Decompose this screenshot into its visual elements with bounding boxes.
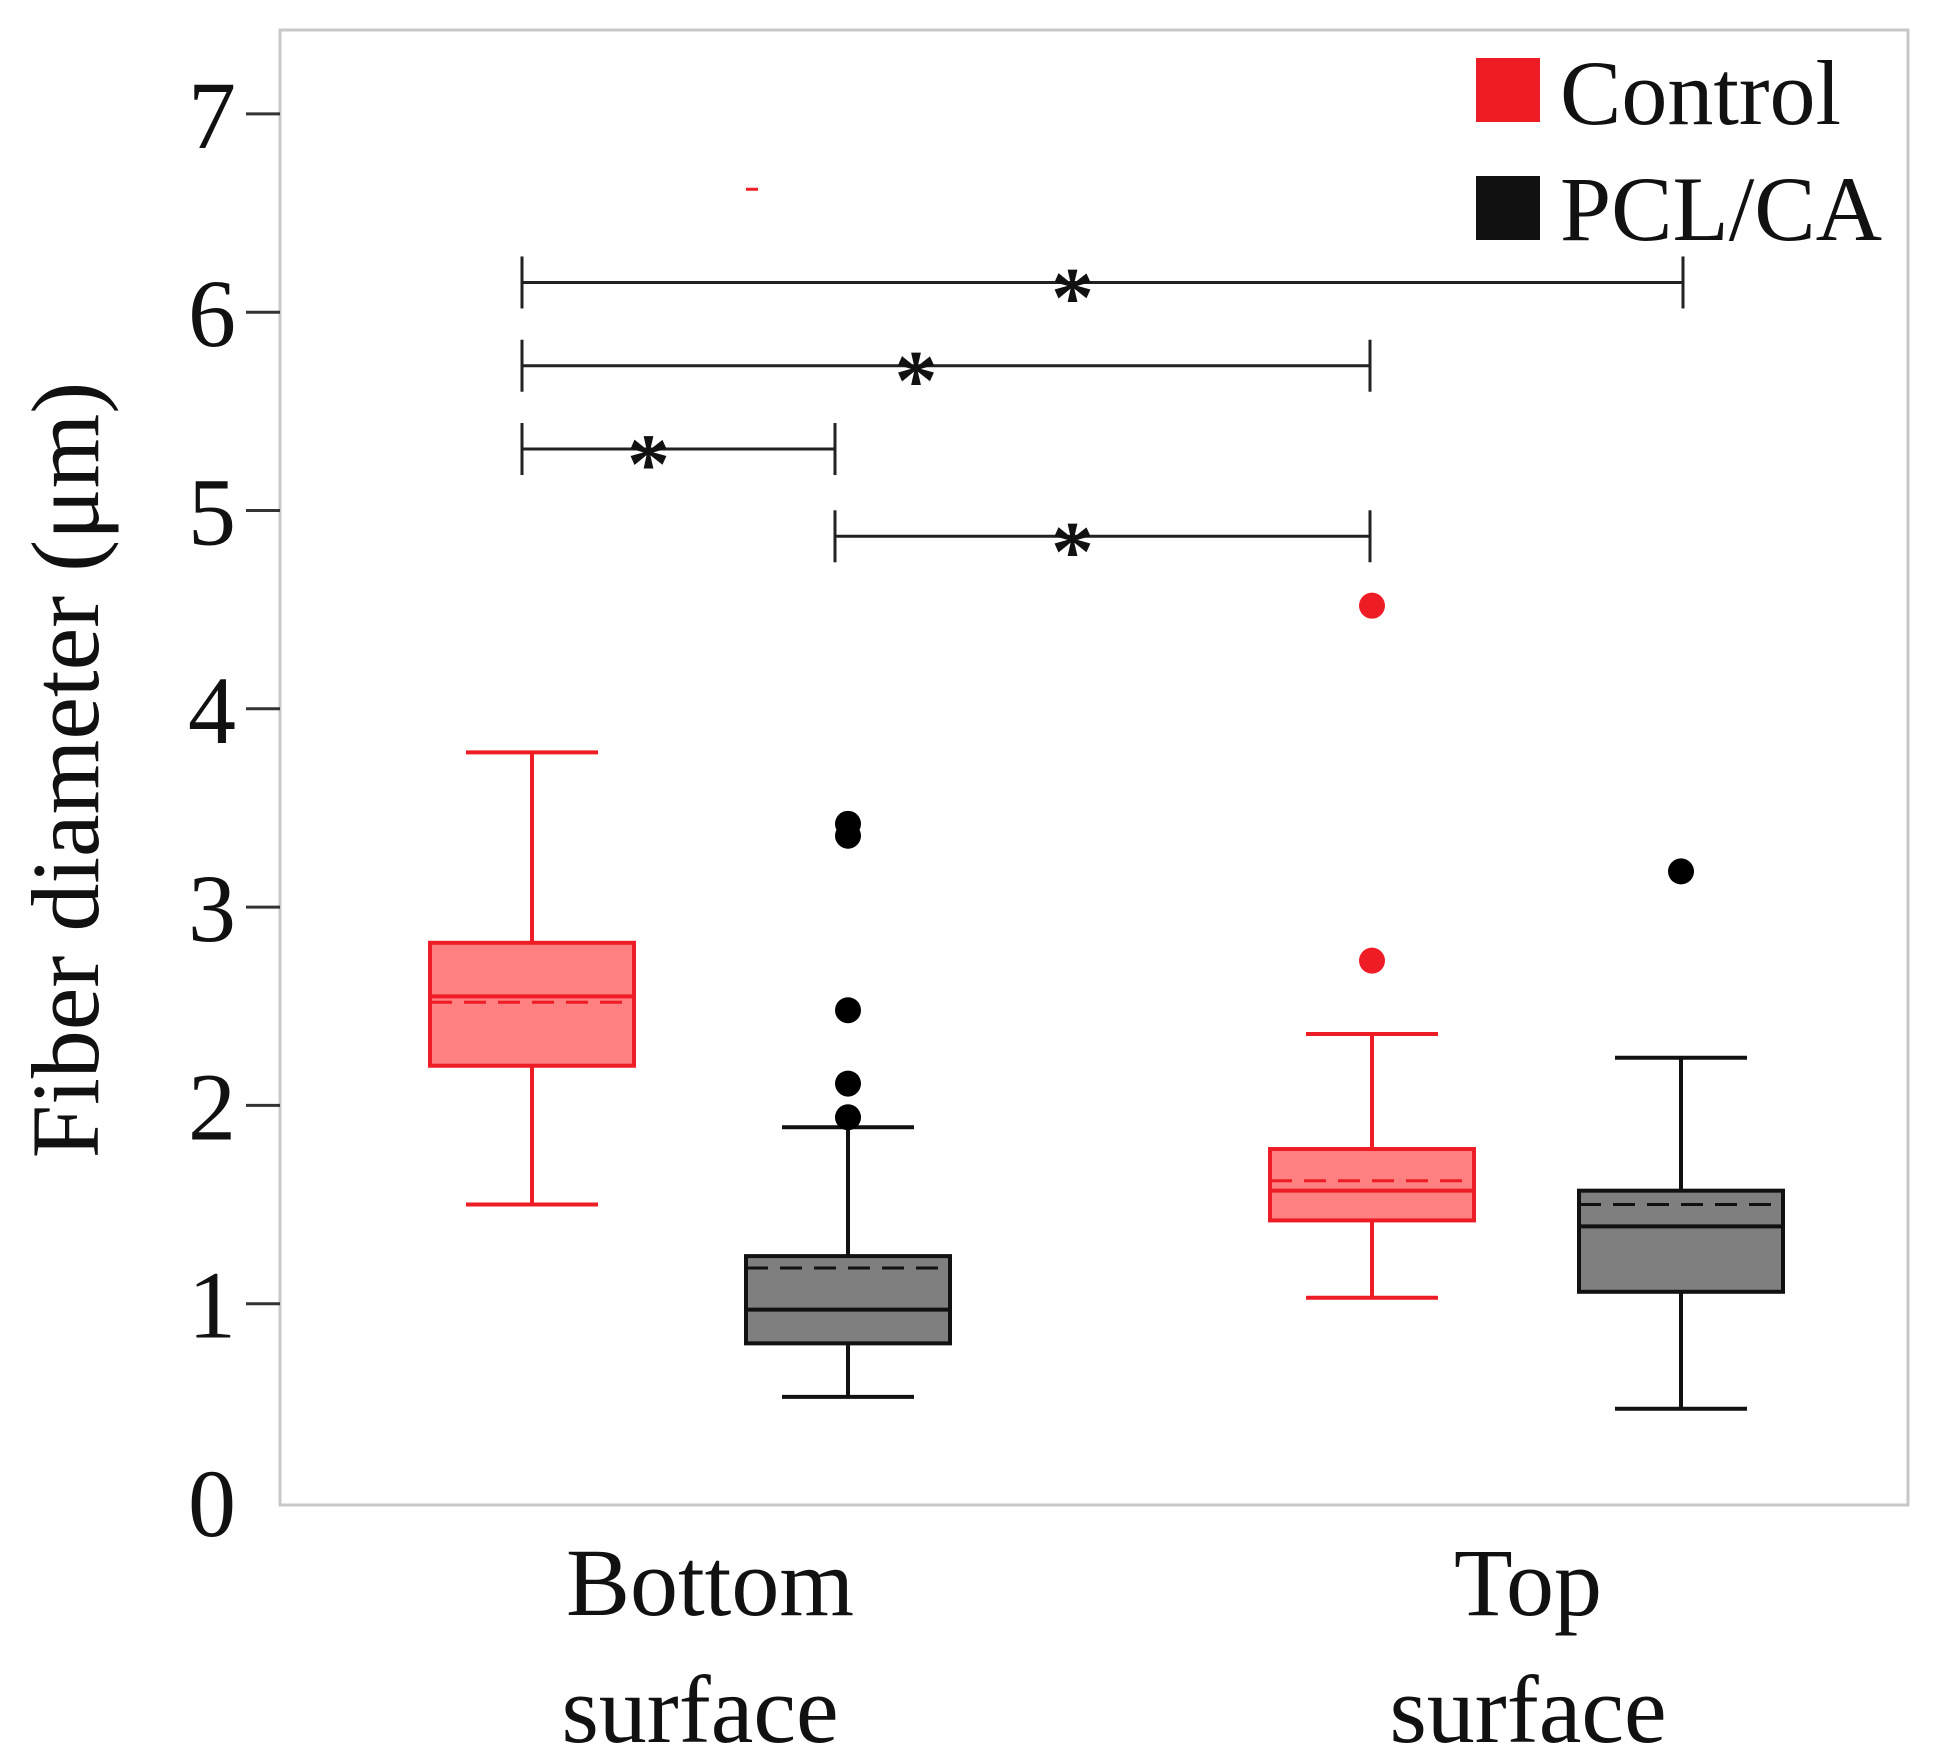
- box-iqr: [428, 940, 636, 1068]
- legend-swatch-pcl-ca: [1476, 176, 1540, 240]
- outlier-point: [835, 810, 861, 837]
- y-tick-label: 4: [188, 657, 236, 764]
- x-category-label-top-line1: Top: [1454, 1529, 1602, 1636]
- plot-frame: [278, 28, 1910, 1507]
- box-0-0: [428, 187, 758, 1207]
- y-tick-label: 5: [188, 459, 236, 566]
- y-tick-label: 6: [188, 260, 236, 367]
- legend: Control PCL/CA: [1476, 42, 1882, 260]
- significance-bracket: *: [833, 503, 1372, 599]
- outlier-point: [1668, 858, 1694, 885]
- box-iqr: [744, 1254, 952, 1346]
- significance-star: *: [1051, 503, 1094, 599]
- significance-bracket: *: [520, 416, 837, 512]
- significance-star: *: [895, 333, 938, 429]
- box-1-0: [744, 810, 952, 1399]
- box-iqr: [1577, 1188, 1785, 1294]
- y-tick-label: 0: [188, 1450, 236, 1557]
- significance-star: *: [627, 416, 670, 512]
- significance-bracket: *: [520, 249, 1685, 345]
- x-category-label-top-line2: surface: [1389, 1656, 1666, 1761]
- x-category-label-bottom-line1: Bottom: [566, 1529, 854, 1636]
- legend-swatch-control: [1476, 58, 1540, 122]
- box-iqr: [1268, 1147, 1476, 1223]
- y-tick-label: 1: [188, 1252, 236, 1359]
- significance-star: *: [1051, 249, 1094, 345]
- x-category-label-bottom-line2: surface: [561, 1656, 838, 1761]
- outlier-point: [835, 1104, 861, 1131]
- y-tick-label: 3: [188, 855, 236, 962]
- legend-label-pcl-ca: PCL/CA: [1560, 158, 1882, 260]
- outlier-point: [835, 997, 861, 1024]
- significance-bracket: *: [520, 333, 1372, 429]
- y-axis-label: Fiber diameter (μm): [12, 382, 119, 1159]
- outlier-point: [1359, 947, 1385, 974]
- y-tick-label: 7: [188, 62, 236, 169]
- box-0-1: [1268, 592, 1476, 1300]
- outlier-point: [835, 1070, 861, 1097]
- y-tick-label: 2: [188, 1053, 236, 1160]
- outlier-point: [1359, 592, 1385, 619]
- box-1-1: [1577, 858, 1785, 1411]
- legend-label-control: Control: [1560, 42, 1841, 144]
